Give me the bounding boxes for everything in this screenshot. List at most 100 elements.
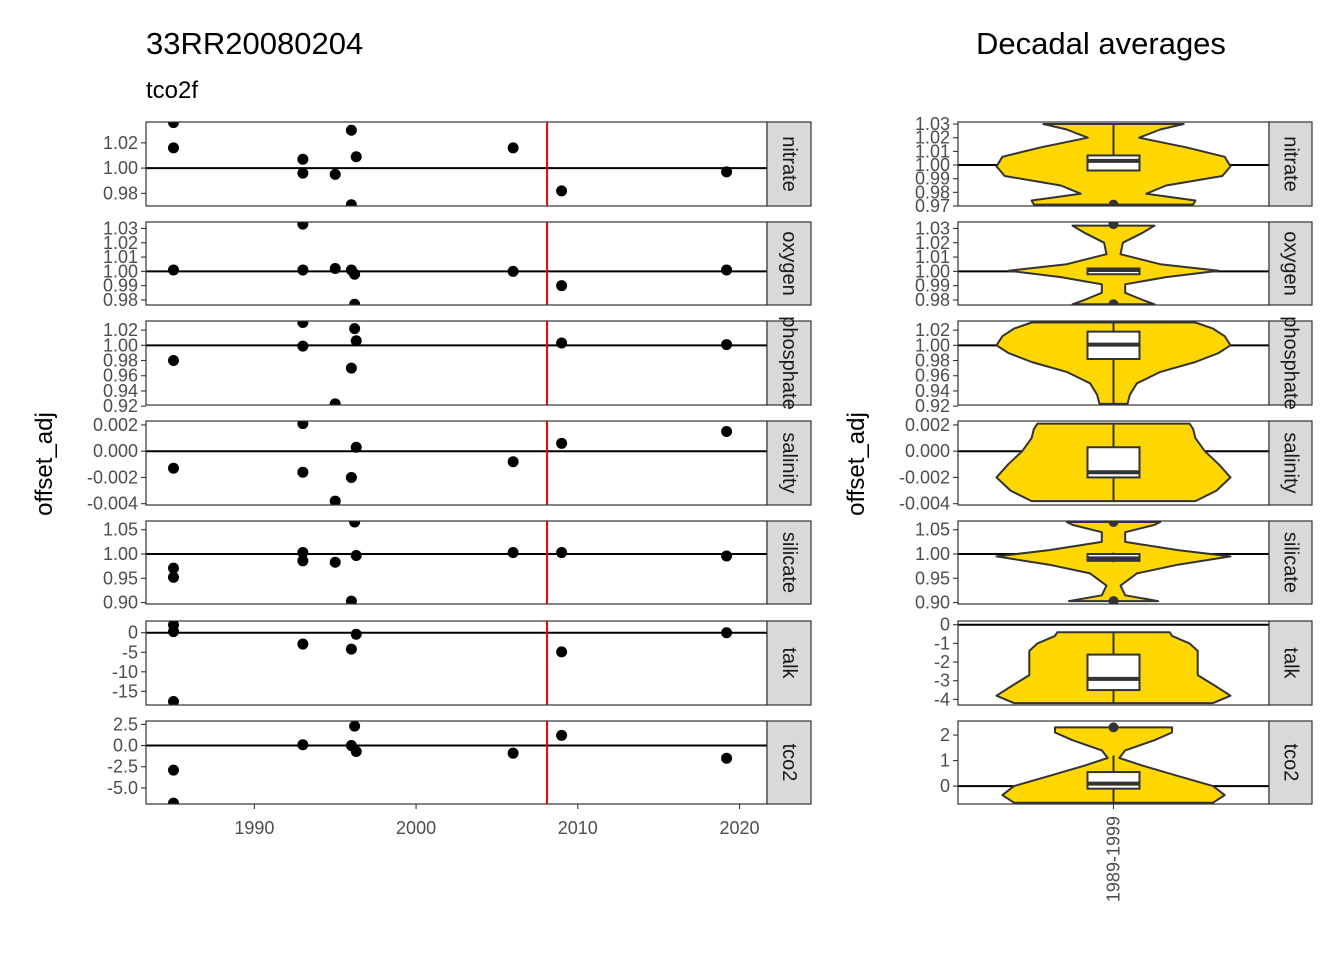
data-point (349, 298, 361, 305)
violin-facets: 0.970.980.991.001.011.021.03nitrate0.980… (899, 114, 1313, 902)
y-tick-label: -0.002 (87, 467, 138, 487)
y-tick-label: -4 (934, 689, 950, 709)
y-tick-label: 0.92 (915, 396, 950, 416)
y-tick-label: 0.0 (113, 736, 138, 756)
panel-marks (146, 122, 767, 206)
y-tick-label: 0.000 (93, 441, 138, 461)
y-tick-label: 0.99 (915, 169, 950, 189)
y-tick-label: -3 (934, 671, 950, 691)
data-point (297, 222, 309, 230)
data-point (297, 167, 309, 179)
facet-strip (1268, 320, 1313, 406)
data-point (167, 797, 179, 804)
y-tick-label: 0.98 (915, 290, 950, 310)
facet-strip (766, 320, 812, 406)
data-point (507, 265, 519, 277)
panel-marks (146, 621, 767, 705)
facet-strip (766, 420, 812, 506)
y-tick-label: -2 (934, 652, 950, 672)
panel-marks (146, 521, 767, 604)
facet-label-talk: talk (778, 647, 800, 679)
data-point (167, 355, 179, 367)
left-plot-subtitle: tco2f (146, 77, 198, 104)
y-tick-label: 0.002 (93, 415, 138, 435)
panel-background (146, 421, 767, 505)
data-point (167, 122, 179, 129)
violin-panel-nitrate: 0.970.980.991.001.011.021.03 nitrate (915, 114, 1313, 216)
y-tick-label: 1.00 (103, 335, 138, 355)
data-point (556, 646, 568, 658)
y-tick-label: 1.00 (103, 261, 138, 281)
y-tick-label: 1.02 (103, 320, 138, 340)
y-tick-label: 1.00 (915, 261, 950, 281)
panel-background (146, 222, 767, 305)
box-iqr (1086, 154, 1141, 172)
panel-marks (146, 421, 767, 505)
data-point (297, 321, 309, 329)
data-point (297, 340, 309, 352)
data-point (507, 456, 519, 468)
data-point (350, 441, 362, 453)
left-y-axis-title: offset_adj (31, 412, 58, 516)
scatter-panel-nitrate: 0.98 1.00 1.02 nitrate (103, 121, 812, 207)
violin-panel-oxygen: 0.980.991.001.011.021.03 oxygen (915, 218, 1313, 310)
scatter-panel-oxygen: 0.980.991.001.011.021.03 oxygen (103, 218, 812, 310)
y-tick-label: 1.02 (915, 320, 950, 340)
facet-label-tco2: tco2 (778, 744, 800, 782)
data-point (167, 142, 179, 154)
scatter-panel-tco2: -5.0-2.50.02.5 tco2 (107, 714, 812, 805)
data-point (350, 745, 362, 757)
facet-label-phosphate: phosphate (778, 316, 800, 409)
y-tick-label: 0.94 (103, 381, 138, 401)
x-tick-label: 2000 (396, 818, 436, 838)
y-tick-label: 0.97 (915, 196, 950, 216)
left-plot-title: 33RR20080204 (146, 26, 363, 61)
data-point (167, 626, 179, 638)
facet-label-oxygen: oxygen (1280, 231, 1302, 296)
box-outlier (1108, 521, 1119, 527)
panel-marks (958, 623, 1269, 705)
y-tick-label: -0.002 (899, 467, 950, 487)
facet-strip (766, 720, 812, 805)
data-point (556, 280, 568, 292)
panel-marks (958, 321, 1269, 405)
y-tick-label: 1.01 (915, 247, 950, 267)
right-y-axis-title: offset_adj (843, 412, 870, 516)
panel-marks (146, 721, 767, 804)
y-tick-label: 0.98 (915, 182, 950, 202)
y-tick-label: 1.02 (915, 233, 950, 253)
y-tick-label: 1.02 (915, 128, 950, 148)
data-point (329, 556, 341, 568)
y-tick-label: 0.90 (103, 593, 138, 613)
y-tick-label: 1.03 (915, 218, 950, 238)
data-point (329, 263, 341, 275)
panel-background (146, 721, 767, 804)
y-tick-label: 1.02 (103, 133, 138, 153)
data-point (721, 426, 733, 437)
panel-background (146, 321, 767, 405)
panel-background (146, 521, 767, 604)
data-point (556, 547, 568, 559)
facet-strip (1268, 420, 1313, 506)
facet-strip (766, 520, 812, 605)
data-point (297, 153, 309, 165)
data-point (350, 628, 362, 640)
data-point (350, 151, 362, 163)
scatter-panel-silicate: 0.90 0.95 1.00 1.05 silicate (103, 520, 812, 613)
data-point (329, 398, 341, 405)
y-tick-label: 0 (940, 615, 950, 635)
data-point (167, 695, 179, 705)
data-point (297, 638, 309, 650)
data-point (345, 595, 357, 604)
y-tick-label: -5 (122, 642, 138, 662)
y-tick-label: 1.00 (915, 335, 950, 355)
y-tick-label: 1.01 (103, 247, 138, 267)
data-point (507, 142, 519, 154)
y-tick-label: -5.0 (107, 778, 138, 798)
y-tick-label: 0.92 (103, 396, 138, 416)
y-tick-label: 0.98 (103, 183, 138, 203)
data-point (167, 264, 179, 276)
data-point (507, 747, 519, 759)
y-tick-label: 1.03 (103, 218, 138, 238)
